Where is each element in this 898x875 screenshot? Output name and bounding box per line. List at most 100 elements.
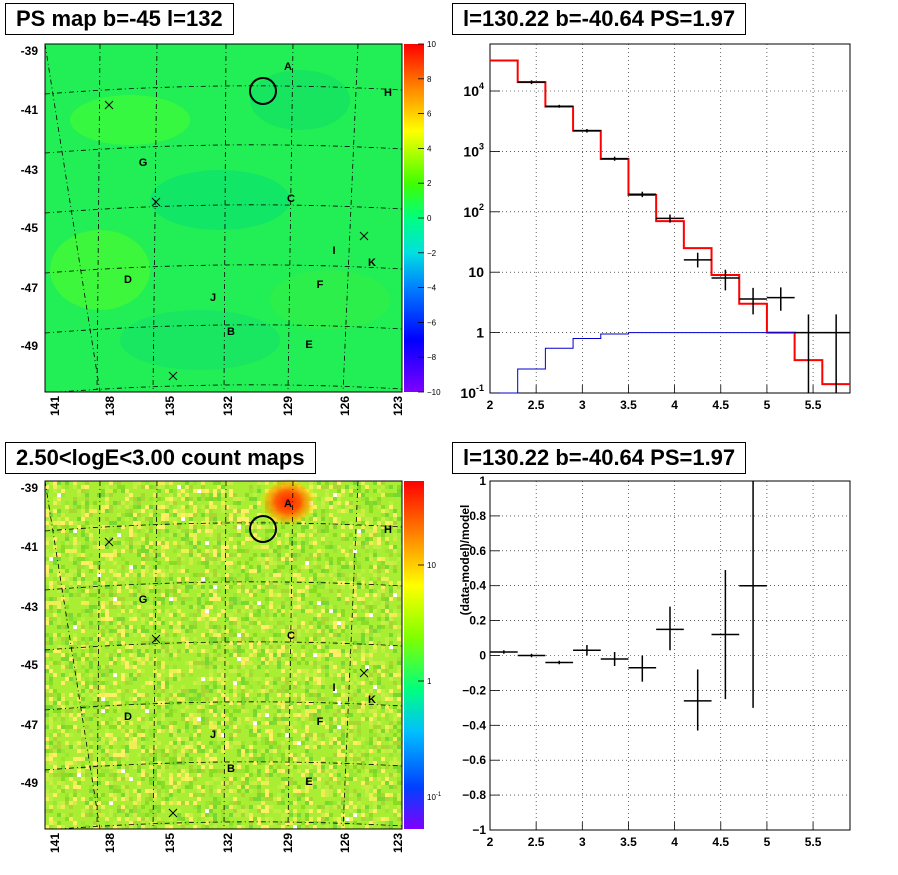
residual-y-tick-label: −1 bbox=[472, 823, 486, 837]
residual-x-tick-label: 5.5 bbox=[805, 835, 822, 849]
spectrum-x-tick-label: 2.5 bbox=[528, 398, 545, 412]
map-y-tick-label: -47 bbox=[21, 718, 39, 732]
ps-colorbar-tick-label: 0 bbox=[427, 214, 432, 223]
ps-colorbar-tick-label: −2 bbox=[427, 249, 437, 258]
residual-y-tick-label: 0.8 bbox=[469, 509, 486, 523]
source-label-e: E bbox=[305, 339, 312, 351]
model-source-histogram bbox=[490, 332, 850, 394]
residual-x-tick-label: 5 bbox=[764, 835, 771, 849]
ps-colorbar-tick-label: 2 bbox=[427, 179, 432, 188]
ps-colorbar-tick-label: −8 bbox=[427, 353, 437, 362]
ps-colorbar-tick-label: 8 bbox=[427, 75, 432, 84]
source-cross-marker bbox=[104, 537, 114, 547]
ps-colorbar-ticks: 10 8 6 4 2 0 −2 −4 −6 −8 −10 bbox=[418, 40, 441, 397]
ps-map-x-ticks: 141 138 135 132 129 126 123 bbox=[48, 396, 405, 416]
source-label-a: A bbox=[284, 61, 292, 73]
residual-axes: 2 2.5 3 3.5 4 4.5 5 5.5 1 0.8 0.6 0.4 0.2 0 −0.2 −0.4 −0… bbox=[462, 474, 821, 849]
map-meridian-line bbox=[342, 481, 359, 829]
map-y-tick-label: -49 bbox=[21, 776, 39, 790]
source-label-i: I bbox=[332, 682, 335, 694]
source-label-g: G bbox=[139, 594, 148, 606]
source-label-e: E bbox=[305, 776, 312, 788]
residual-y-tick-label: 0 bbox=[479, 649, 486, 663]
ps-map: A H G C I K D F J B E -39 -41 -43 -45 -47 -49 141 138 135… bbox=[21, 43, 405, 416]
residual-y-tick-label: 0.6 bbox=[469, 544, 486, 558]
map-x-tick-label: 129 bbox=[281, 396, 295, 416]
map-x-tick-label: 123 bbox=[391, 833, 405, 853]
ps-map-target-circle bbox=[249, 77, 277, 105]
map-x-tick-label: 129 bbox=[281, 833, 295, 853]
source-label-c: C bbox=[287, 630, 295, 642]
ps-colorbar-tick-label: −10 bbox=[427, 388, 441, 397]
spectrum-y-tick-label: 104 bbox=[463, 81, 484, 99]
residual-grid bbox=[490, 481, 850, 830]
source-cross-marker bbox=[359, 668, 369, 678]
residual-x-tick-label: 4 bbox=[671, 835, 678, 849]
count-map: A H G C I K D F J B E -39 -41 -43 -45 -47 -49 141 138 135… bbox=[21, 478, 405, 853]
source-label-k: K bbox=[368, 257, 376, 269]
map-y-tick-label: -39 bbox=[21, 44, 39, 58]
source-cross-marker bbox=[151, 634, 161, 644]
residual-title: l=130.22 b=-40.64 PS=1.97 bbox=[452, 442, 747, 474]
source-label-h: H bbox=[384, 524, 392, 536]
count-colorbar: 10 1 10-1 bbox=[404, 481, 442, 829]
ps-colorbar-tick-label: 10 bbox=[427, 40, 436, 49]
map-x-tick-label: 141 bbox=[48, 833, 62, 853]
residual-y-tick-label: 1 bbox=[479, 474, 486, 488]
source-label-f: F bbox=[317, 279, 324, 291]
ps-map-frame bbox=[44, 43, 403, 393]
spectrum-y-tick-label: 103 bbox=[463, 141, 484, 159]
map-y-tick-label: -41 bbox=[21, 540, 39, 554]
source-label-d: D bbox=[124, 711, 132, 723]
source-label-j: J bbox=[210, 729, 216, 741]
map-x-tick-label: 141 bbox=[48, 396, 62, 416]
ps-colorbar-tick-label: 4 bbox=[427, 144, 432, 153]
map-x-tick-label: 135 bbox=[163, 833, 177, 853]
count-map-frame bbox=[44, 480, 403, 830]
map-x-tick-label: 138 bbox=[103, 396, 117, 416]
spectrum-x-tick-label: 3.5 bbox=[620, 398, 637, 412]
map-y-tick-label: -45 bbox=[21, 658, 39, 672]
residual-x-tick-label: 4.5 bbox=[712, 835, 729, 849]
map-x-tick-label: 123 bbox=[391, 396, 405, 416]
source-label-h: H bbox=[384, 87, 392, 99]
map-y-tick-label: -45 bbox=[21, 221, 39, 235]
map-meridian-line bbox=[287, 44, 294, 392]
map-meridian-line bbox=[96, 44, 101, 392]
residual-y-tick-label: 0.2 bbox=[469, 614, 486, 628]
ps-map-title: PS map b=-45 l=132 bbox=[5, 3, 234, 35]
residual-y-tick-label: −0.4 bbox=[462, 718, 486, 732]
residual-x-tick-label: 3.5 bbox=[620, 835, 637, 849]
map-x-tick-label: 132 bbox=[221, 833, 235, 853]
spectrum-x-tick-label: 4 bbox=[671, 398, 678, 412]
source-label-b: B bbox=[227, 326, 235, 338]
map-y-tick-label: -43 bbox=[21, 163, 39, 177]
count-colorbar-ticks: 10 1 10-1 bbox=[418, 561, 442, 802]
count-colorbar-gradient bbox=[404, 481, 424, 829]
ps-map-texture bbox=[50, 70, 390, 370]
residual-y-tick-label: 0.4 bbox=[469, 579, 486, 593]
map-x-tick-label: 132 bbox=[221, 396, 235, 416]
source-cross-marker bbox=[359, 231, 369, 241]
spectrum-y-tick-label: 10 bbox=[468, 264, 484, 280]
ps-colorbar-gradient bbox=[404, 44, 424, 392]
count-map-y-ticks: -39 -41 -43 -45 -47 -49 bbox=[21, 481, 39, 790]
map-y-tick-label: -41 bbox=[21, 103, 39, 117]
map-y-tick-label: -49 bbox=[21, 339, 39, 353]
map-y-tick-label: -47 bbox=[21, 281, 39, 295]
count-map-hotspot bbox=[260, 478, 316, 526]
count-colorbar-min-tick-label: 10-1 bbox=[427, 792, 442, 802]
ps-colorbar-tick-label: −6 bbox=[427, 318, 437, 327]
residual-y-tick-label: −0.8 bbox=[462, 788, 486, 802]
spectrum-x-tick-label: 2 bbox=[487, 398, 494, 412]
map-meridian-line bbox=[152, 44, 158, 392]
residual-plot: 2 2.5 3 3.5 4 4.5 5 5.5 1 0.8 0.6 0.4 0.2 0 −0.2 −0.4 −0… bbox=[458, 474, 851, 849]
spectrum-x-tick-label: 4.5 bbox=[712, 398, 729, 412]
map-meridian-line bbox=[96, 481, 101, 829]
spectrum-y-tick-label: 1 bbox=[476, 325, 484, 341]
spectrum-plot: 2 2.5 3 3.5 4 4.5 5 5.5 10-1 1 10 102 103 104 bbox=[460, 43, 851, 412]
count-map-title: 2.50<logE<3.00 count maps bbox=[5, 442, 316, 474]
source-label-c: C bbox=[287, 193, 295, 205]
source-label-g: G bbox=[139, 157, 148, 169]
